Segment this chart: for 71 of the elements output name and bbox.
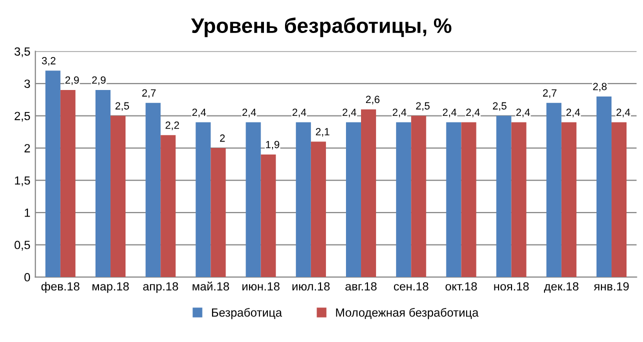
data-label: 2,1 xyxy=(316,128,330,137)
x-tick-label: мар.18 xyxy=(92,282,129,293)
bar xyxy=(396,122,412,278)
data-label: 2,6 xyxy=(366,96,380,104)
y-tick-label: 1,5 xyxy=(14,176,30,186)
bar xyxy=(411,116,426,278)
y-tick-label: 0,5 xyxy=(14,240,30,251)
bar xyxy=(461,122,476,278)
bar xyxy=(196,122,211,278)
data-label: 2,2 xyxy=(166,122,180,130)
data-label: 2,7 xyxy=(142,89,156,98)
bar xyxy=(561,122,576,278)
bar xyxy=(45,70,60,278)
data-label: 2,4 xyxy=(566,108,580,118)
data-label: 2,9 xyxy=(92,76,106,85)
bar xyxy=(95,90,111,278)
y-tick-label: 2,5 xyxy=(14,112,30,122)
bar xyxy=(546,102,562,278)
x-tick-label: дек.18 xyxy=(544,282,578,293)
data-label: 2 xyxy=(220,134,225,142)
x-tick-label: окт.18 xyxy=(446,282,477,291)
data-label: 2,5 xyxy=(492,102,506,111)
x-tick-label: сен.18 xyxy=(394,282,428,291)
data-label: 3,2 xyxy=(42,57,56,66)
data-label: 2,5 xyxy=(416,102,430,111)
bar xyxy=(146,102,161,278)
bar xyxy=(496,116,512,278)
data-label: 2,5 xyxy=(115,102,129,111)
y-tick-label: 0 xyxy=(24,273,30,282)
x-tick-label: ноя.18 xyxy=(494,282,529,291)
data-label: 2,4 xyxy=(392,108,406,118)
bar xyxy=(346,122,362,278)
bar xyxy=(511,122,526,278)
bar xyxy=(446,122,462,278)
bar xyxy=(110,116,126,278)
bar xyxy=(60,90,76,278)
data-label: 2,7 xyxy=(543,89,556,98)
bar xyxy=(160,135,176,278)
bar xyxy=(296,122,311,278)
x-tick-label: июн.18 xyxy=(242,282,280,291)
x-tick-label: авг.18 xyxy=(345,282,377,291)
bar xyxy=(260,154,276,278)
bar xyxy=(612,122,627,278)
data-label: 2,4 xyxy=(516,108,530,118)
data-label: 2,4 xyxy=(442,108,456,118)
y-tick-label: 3,5 xyxy=(14,47,30,58)
x-tick-label: апр.18 xyxy=(143,282,178,293)
x-tick-label: май.18 xyxy=(192,282,230,291)
legend-label: Молодежная безработица xyxy=(336,308,479,320)
bar xyxy=(210,148,226,278)
bar xyxy=(361,109,376,278)
y-tick-label: 1 xyxy=(24,208,30,217)
data-label: 2,9 xyxy=(65,76,79,85)
x-tick-label: янв.19 xyxy=(594,282,629,291)
data-label: 2,4 xyxy=(616,108,630,118)
data-label: 1,9 xyxy=(266,140,280,150)
legend-label: Безработица xyxy=(212,308,282,320)
data-label: 2,4 xyxy=(192,108,206,118)
data-label: 2,4 xyxy=(242,108,256,118)
data-label: 2,4 xyxy=(466,108,480,118)
bar xyxy=(310,142,326,278)
data-label: 2,8 xyxy=(593,82,607,92)
y-tick-label: 3 xyxy=(24,80,30,88)
data-label: 2,4 xyxy=(342,108,356,118)
chart-title: Уровень безработицы, % xyxy=(191,18,452,38)
x-tick-label: июл.18 xyxy=(292,282,330,291)
bar xyxy=(246,122,261,278)
x-tick-label: фев.18 xyxy=(41,282,80,293)
data-label: 2,4 xyxy=(292,108,306,118)
bar xyxy=(596,96,612,278)
y-tick-label: 2 xyxy=(24,144,30,152)
